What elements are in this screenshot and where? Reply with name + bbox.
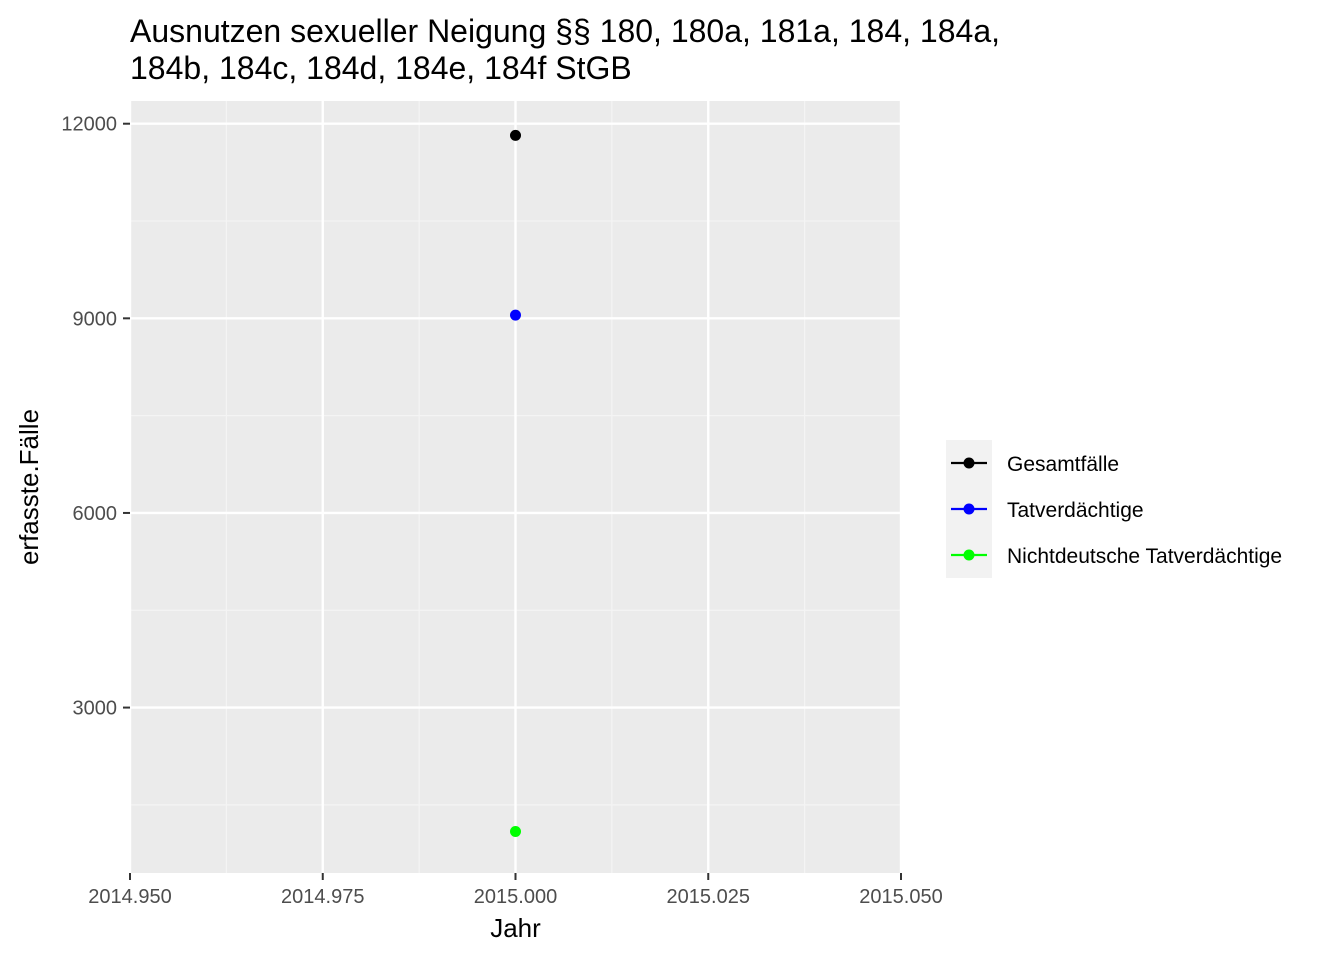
- x-tick-label: 2014.975: [281, 886, 364, 908]
- y-tick-label: 12000: [61, 114, 117, 136]
- axes: 2014.950 2014.975 2015.000 2015.025 2015.050…: [61, 114, 942, 908]
- legend-key-point: [963, 549, 975, 561]
- y-tick-label: 9000: [73, 308, 118, 330]
- legend: Gesamtfälle Tatverdächtige Nichtdeutsche T…: [946, 440, 1282, 578]
- x-tick-label: 2014.950: [88, 886, 171, 908]
- legend-key-point: [963, 503, 975, 515]
- data-point: [510, 129, 521, 141]
- legend-item: Tatverdächtige: [951, 499, 1144, 522]
- chart-title-line-1: Ausnutzen sexueller Neigung §§ 180, 180a…: [130, 13, 1000, 49]
- x-axis-title: Jahr: [490, 913, 541, 943]
- x-tick-label: 2015.025: [667, 886, 750, 908]
- legend-label: Tatverdächtige: [1007, 499, 1144, 522]
- y-axis-title: erfasste.Fälle: [14, 409, 44, 565]
- x-tick-label: 2015.050: [859, 886, 942, 908]
- data-point: [510, 825, 521, 837]
- legend-item: Gesamtfälle: [951, 453, 1119, 476]
- y-tick-label: 6000: [73, 503, 118, 525]
- chart-title-line-2: 184b, 184c, 184d, 184e, 184f StGB: [130, 50, 632, 86]
- grid-major: [128, 101, 903, 873]
- x-tick-label: 2015.000: [474, 886, 557, 908]
- legend-item: Nichtdeutsche Tatverdächtige: [951, 545, 1282, 568]
- data-points: [510, 129, 521, 837]
- legend-label: Gesamtfälle: [1007, 453, 1119, 476]
- legend-label: Nichtdeutsche Tatverdächtige: [1007, 545, 1282, 568]
- y-tick-label: 3000: [73, 698, 118, 720]
- legend-key-point: [963, 457, 975, 469]
- data-point: [510, 309, 521, 321]
- chart-title: Ausnutzen sexueller Neigung §§ 180, 180a…: [130, 13, 1000, 86]
